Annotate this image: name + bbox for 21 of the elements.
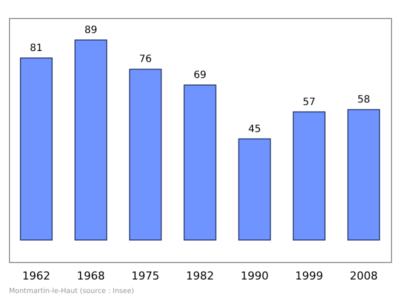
bar [292, 111, 326, 240]
data-label: 89 [84, 25, 98, 36]
data-label: 45 [248, 124, 261, 135]
bar [74, 40, 108, 240]
x-tick-label: 1999 [295, 270, 324, 282]
x-tick-label: 1962 [22, 270, 50, 282]
bar [129, 68, 162, 240]
x-tick-label: 1990 [240, 270, 269, 282]
data-label: 57 [302, 96, 316, 108]
bar [20, 57, 53, 240]
data-label: 81 [30, 42, 43, 54]
x-tick-label: 1968 [76, 270, 105, 282]
data-label: 69 [194, 70, 206, 81]
x-tick-label: 1982 [186, 270, 214, 282]
x-tick-label: 2008 [350, 270, 378, 282]
x-tick-label: 1975 [131, 270, 160, 282]
data-label: 58 [357, 94, 370, 106]
bar [238, 138, 271, 240]
data-label: 76 [139, 54, 152, 66]
bar [184, 84, 216, 240]
bar [347, 109, 380, 240]
